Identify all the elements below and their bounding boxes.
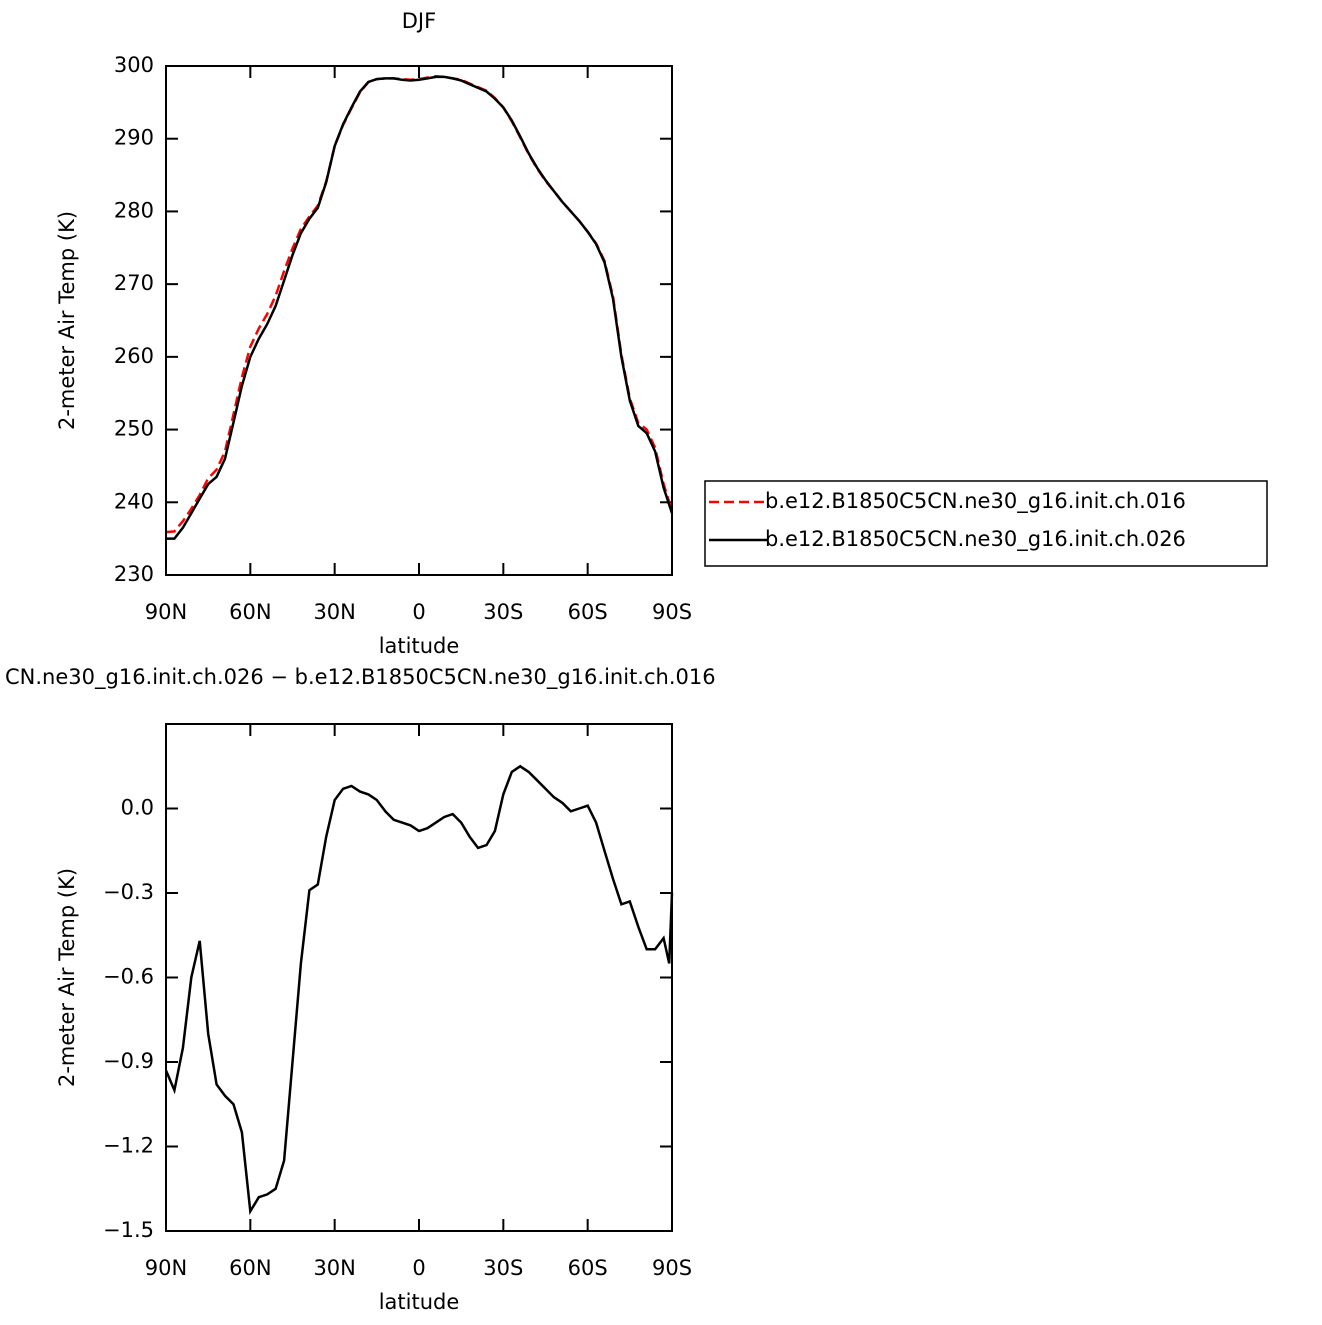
- y-tick-label: 270: [114, 271, 154, 295]
- chart-title: DJF: [402, 9, 436, 33]
- x-tick-label: 30S: [483, 1256, 523, 1280]
- y-tick-label: 230: [114, 562, 154, 586]
- data-line: [164, 764, 674, 1216]
- data-line: [166, 75, 674, 540]
- y-tick-label: 250: [114, 417, 154, 441]
- x-tick-label: 60S: [568, 1256, 608, 1280]
- y-tick-label: −0.6: [103, 965, 154, 989]
- x-tick-label: 30S: [483, 600, 523, 624]
- x-tick-label: 90N: [145, 600, 187, 624]
- x-tick-label: 90S: [652, 1256, 692, 1280]
- x-tick-label: 60N: [229, 600, 271, 624]
- y-tick-label: −1.5: [103, 1218, 154, 1242]
- y-axis-label: 2-meter Air Temp (K): [55, 868, 79, 1087]
- x-tick-label: 30N: [313, 600, 355, 624]
- legend-box: [704, 480, 1268, 567]
- legend-label: b.e12.B1850C5CN.ne30_g16.init.ch.026: [765, 527, 1186, 552]
- data-line: [165, 74, 674, 534]
- legend-label: b.e12.B1850C5CN.ne30_g16.init.ch.016: [765, 489, 1186, 514]
- plot-frame: [165, 65, 673, 576]
- x-tick-label: 0: [412, 1256, 425, 1280]
- y-tick-label: 290: [114, 126, 154, 150]
- chart-title: CN.ne30_g16.init.ch.026 − b.e12.B1850C5C…: [5, 665, 716, 690]
- y-tick-label: 240: [114, 489, 154, 513]
- y-tick-label: −0.3: [103, 880, 154, 904]
- plot-frame: [165, 723, 673, 1232]
- x-axis-label: latitude: [379, 634, 460, 658]
- x-tick-label: 90S: [652, 600, 692, 624]
- x-tick-label: 90N: [145, 1256, 187, 1280]
- x-tick-label: 60N: [229, 1256, 271, 1280]
- y-tick-label: −1.2: [103, 1134, 154, 1158]
- y-tick-label: 280: [114, 198, 154, 222]
- x-tick-label: 0: [412, 600, 425, 624]
- x-axis-label: latitude: [379, 1290, 460, 1314]
- y-tick-label: 0.0: [121, 796, 154, 820]
- y-tick-label: 300: [114, 53, 154, 77]
- y-tick-label: 260: [114, 344, 154, 368]
- x-tick-label: 30N: [313, 1256, 355, 1280]
- y-axis-label: 2-meter Air Temp (K): [55, 211, 79, 430]
- y-tick-label: −0.9: [103, 1049, 154, 1073]
- x-tick-label: 60S: [568, 600, 608, 624]
